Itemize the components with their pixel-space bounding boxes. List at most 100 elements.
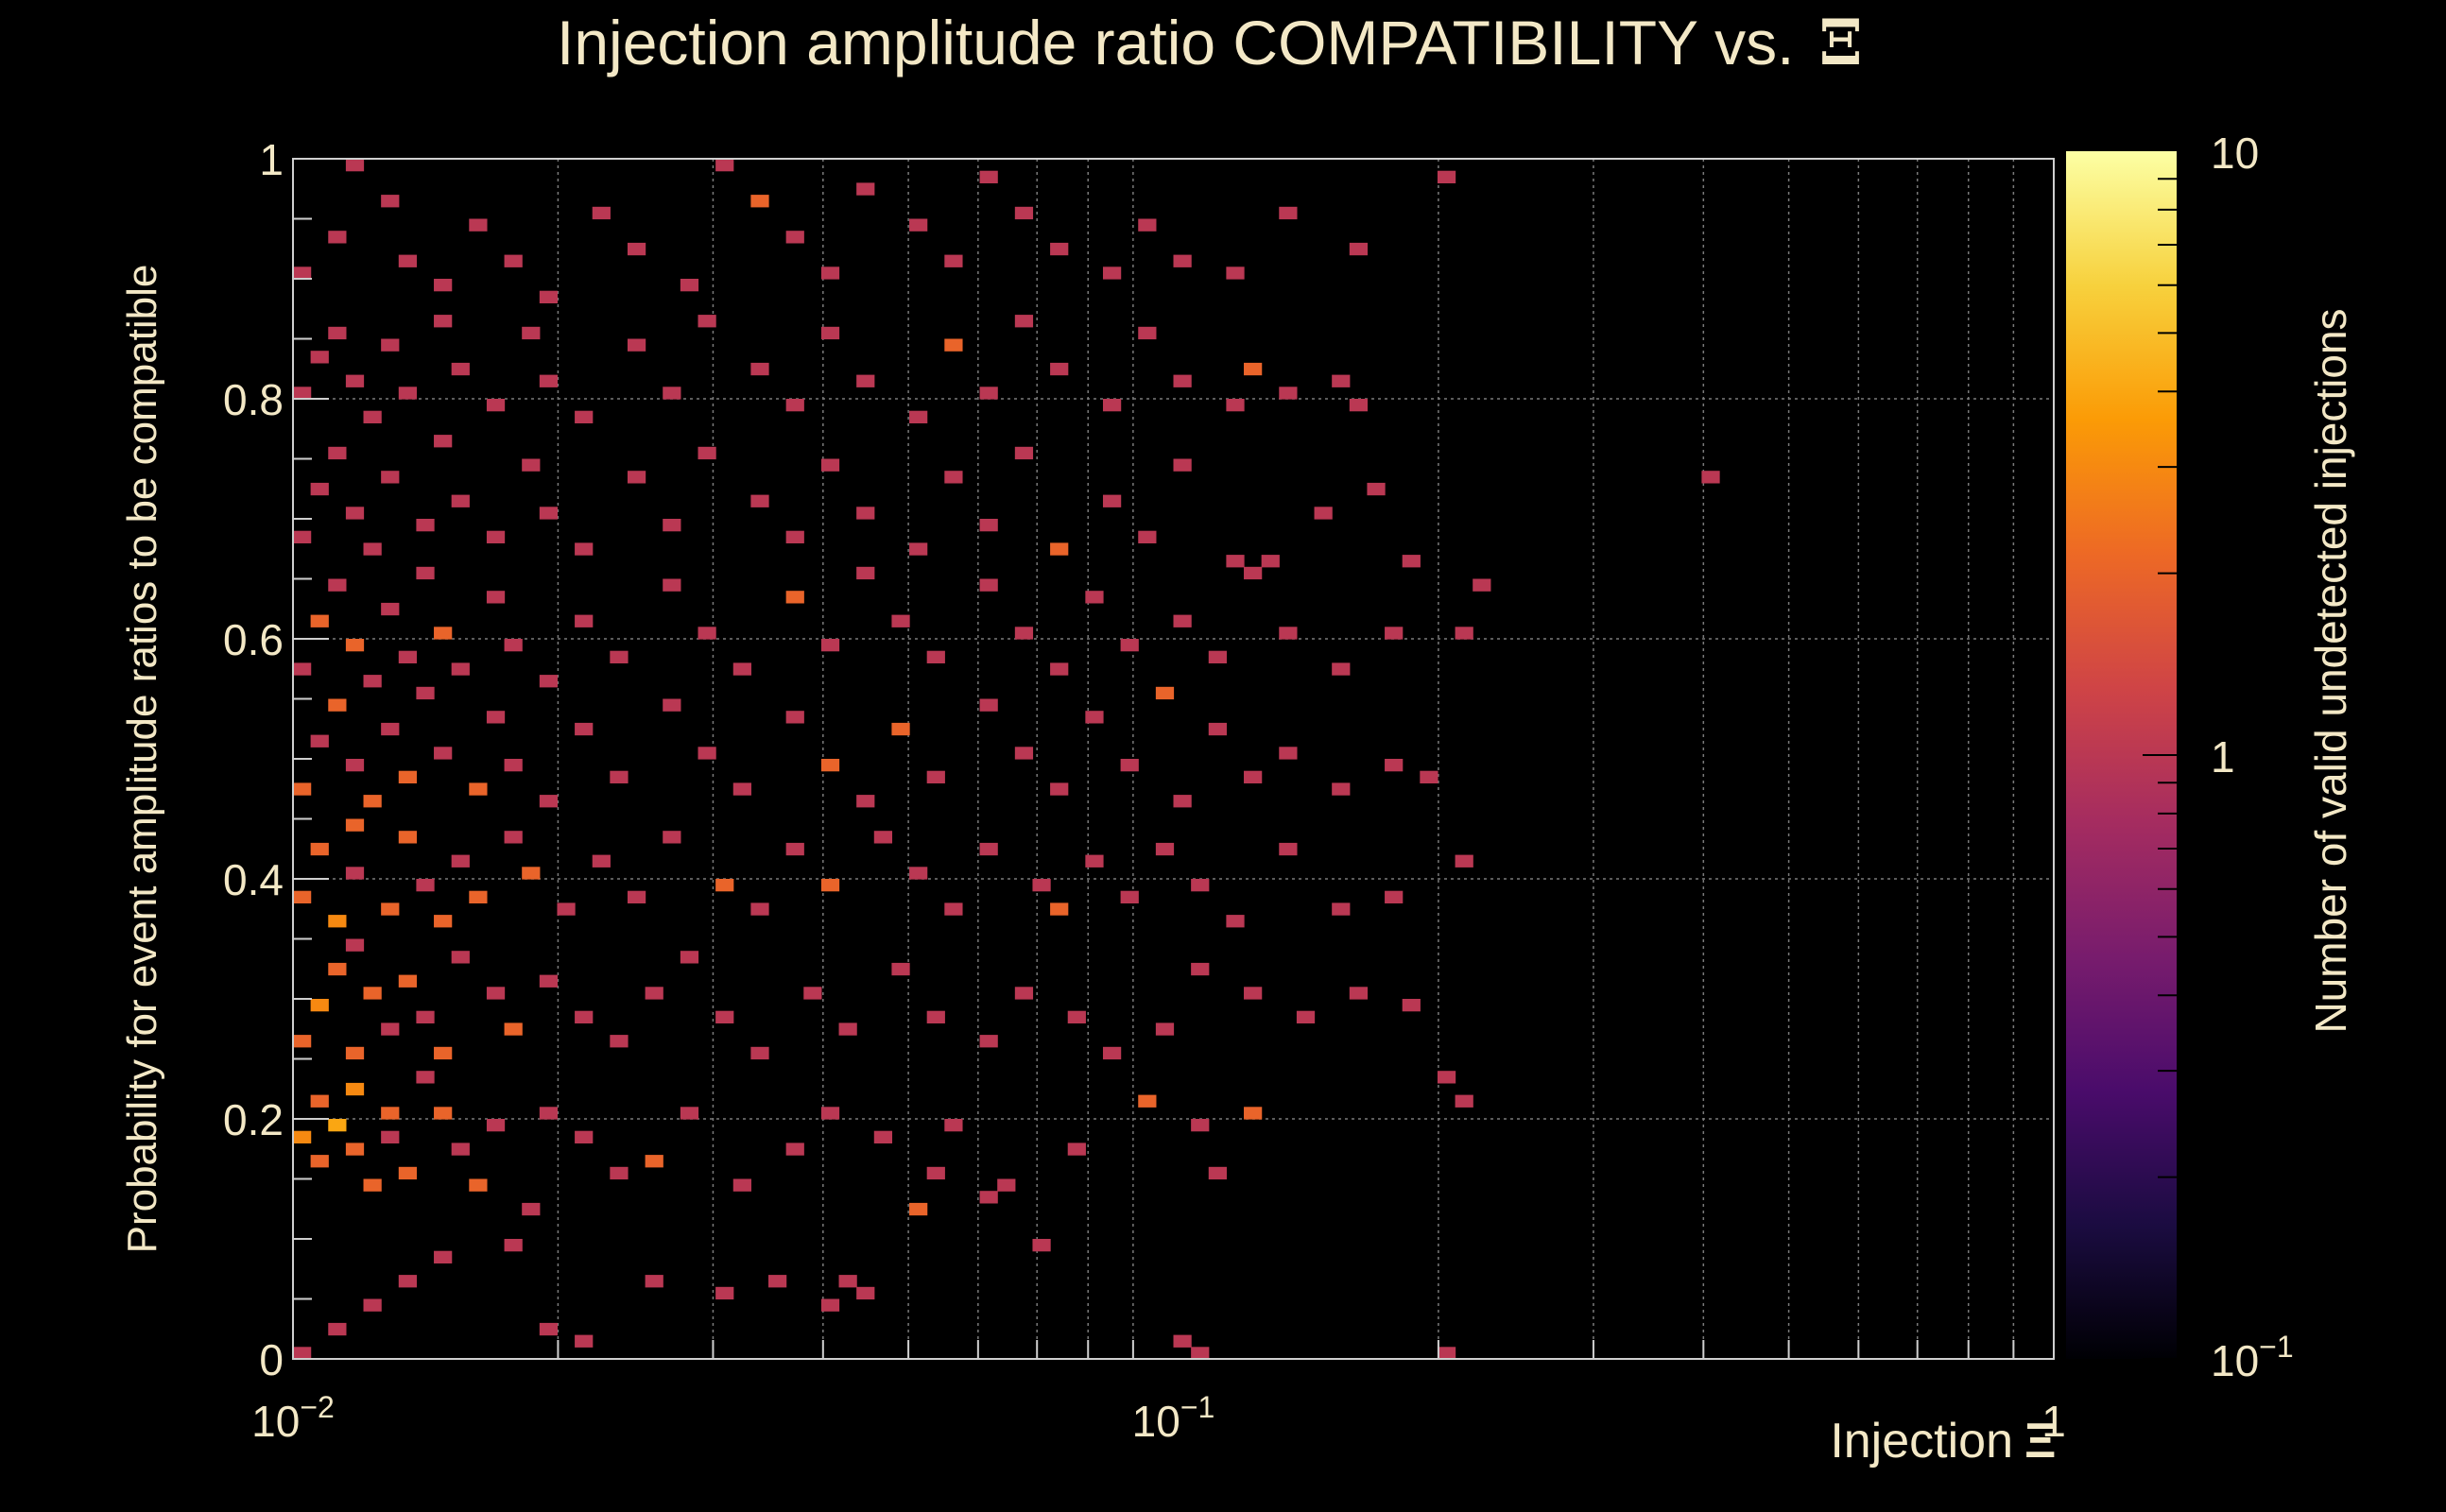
heatmap-cell bbox=[310, 999, 329, 1012]
heatmap-cell bbox=[575, 410, 594, 423]
heatmap-cell bbox=[768, 1275, 787, 1288]
heatmap-cell bbox=[486, 987, 506, 1000]
heatmap-cell bbox=[345, 867, 365, 880]
x-tick-label: 10−1 bbox=[1132, 1390, 1215, 1446]
heatmap-cell bbox=[345, 818, 365, 832]
heatmap-cell bbox=[909, 410, 928, 423]
heatmap-cell bbox=[944, 1119, 963, 1132]
heatmap-cell bbox=[1155, 842, 1175, 856]
heatmap-cell bbox=[820, 1107, 840, 1120]
heatmap-cell bbox=[979, 519, 998, 532]
heatmap-cell bbox=[979, 387, 998, 400]
heatmap-cell bbox=[785, 399, 804, 412]
heatmap-cell bbox=[610, 1166, 629, 1180]
heatmap-cell bbox=[645, 1155, 663, 1168]
y-tick-label: 0.2 bbox=[223, 1095, 284, 1144]
heatmap-cell bbox=[539, 290, 559, 303]
colorbar: 10−1 1 10 bbox=[2066, 129, 2294, 1385]
colorbar-ticks bbox=[2143, 178, 2177, 1360]
heatmap-cell bbox=[434, 747, 453, 760]
heatmap-cell bbox=[680, 1107, 699, 1120]
heatmap-cell bbox=[1102, 399, 1122, 412]
heatmap-cell bbox=[909, 1202, 928, 1216]
heatmap-cell bbox=[1279, 206, 1298, 220]
heatmap-cell bbox=[504, 254, 523, 267]
heatmap-cell bbox=[416, 519, 435, 532]
heatmap-cell bbox=[398, 974, 418, 988]
heatmap-cell bbox=[434, 1250, 453, 1263]
heatmap-cell bbox=[451, 494, 470, 507]
heatmap-cell bbox=[1173, 254, 1192, 267]
heatmap-cell bbox=[1085, 591, 1104, 604]
heatmap-cell bbox=[381, 1130, 400, 1143]
heatmap-cell bbox=[803, 987, 822, 1000]
heatmap-cell bbox=[979, 842, 998, 856]
heatmap-cell bbox=[310, 1155, 329, 1168]
y-axis-label: Probability for event amplitude ratios t… bbox=[119, 265, 165, 1254]
heatmap-cell bbox=[1138, 218, 1157, 232]
heatmap-cell bbox=[1191, 962, 1210, 976]
heatmap-cell bbox=[486, 1119, 506, 1132]
heatmap-cell bbox=[909, 867, 928, 880]
heatmap-cell bbox=[750, 195, 769, 208]
plot-background bbox=[293, 159, 2054, 1359]
heatmap-cell bbox=[610, 1035, 629, 1048]
heatmap-cell bbox=[873, 831, 893, 844]
x-axis-label: Injection bbox=[1830, 1414, 2013, 1469]
heatmap-cell bbox=[944, 902, 963, 916]
heatmap-cell bbox=[328, 446, 347, 460]
heatmap-cell bbox=[539, 507, 559, 520]
heatmap-cell bbox=[944, 471, 963, 484]
colorbar-tick-label: 10−1 bbox=[2211, 1330, 2294, 1385]
heatmap-cell bbox=[592, 206, 611, 220]
heatmap-cell bbox=[575, 722, 594, 736]
heatmap-cell bbox=[785, 1143, 804, 1156]
heatmap-cell bbox=[1701, 471, 1720, 484]
heatmap-cell bbox=[1050, 362, 1069, 376]
heatmap-cell bbox=[1226, 399, 1245, 412]
heatmap-cell bbox=[1385, 759, 1404, 772]
heatmap-cell bbox=[504, 759, 523, 772]
heatmap-cell bbox=[1050, 902, 1069, 916]
heatmap-cell bbox=[328, 962, 347, 976]
heatmap-cell bbox=[486, 591, 506, 604]
heatmap-cell bbox=[539, 675, 559, 688]
heatmap-cell bbox=[575, 542, 594, 556]
y-tick-label: 0.8 bbox=[223, 375, 284, 424]
heatmap-cell bbox=[504, 1239, 523, 1252]
heatmap-cell bbox=[1067, 1010, 1086, 1023]
heatmap-cell bbox=[345, 507, 365, 520]
heatmap-cell bbox=[663, 387, 681, 400]
heatmap-cell bbox=[856, 182, 875, 196]
heatmap-cell bbox=[680, 279, 699, 292]
heatmap-cell bbox=[522, 867, 541, 880]
heatmap-cell bbox=[820, 1298, 840, 1312]
heatmap-cell bbox=[715, 1010, 734, 1023]
heatmap-cell bbox=[1437, 1071, 1456, 1084]
heatmap-cell bbox=[434, 315, 453, 328]
heatmap-cell bbox=[1120, 890, 1139, 903]
heatmap-cell bbox=[1473, 578, 1491, 592]
heatmap-cell bbox=[715, 1286, 734, 1300]
heatmap-cell bbox=[1226, 266, 1245, 280]
heatmap-cell bbox=[997, 1178, 1016, 1192]
heatmap-cell bbox=[398, 387, 418, 400]
colorbar-tick-label: 1 bbox=[2211, 732, 2235, 782]
heatmap-cell bbox=[1226, 555, 1245, 568]
heatmap-cell bbox=[1173, 614, 1192, 627]
heatmap-cell bbox=[1349, 399, 1369, 412]
heatmap-cell bbox=[979, 170, 998, 183]
y-tick-label: 0 bbox=[259, 1335, 284, 1384]
heatmap-cell bbox=[416, 1010, 435, 1023]
heatmap-cell bbox=[750, 494, 769, 507]
heatmap-cell bbox=[627, 338, 646, 352]
heatmap-cell bbox=[1050, 542, 1069, 556]
heatmap-cell bbox=[293, 1347, 312, 1360]
heatmap-cell bbox=[645, 987, 663, 1000]
heatmap-cell bbox=[345, 1046, 365, 1060]
heatmap-cell bbox=[909, 218, 928, 232]
heatmap-cell bbox=[469, 1178, 488, 1192]
heatmap-cell bbox=[310, 482, 329, 496]
heatmap-cell bbox=[820, 458, 840, 472]
